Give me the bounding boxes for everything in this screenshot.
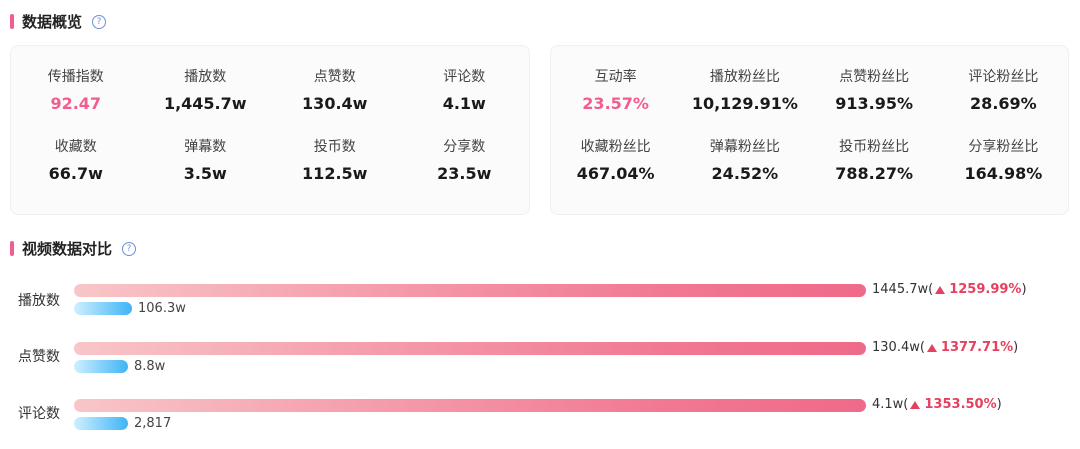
triangle-up-icon xyxy=(926,343,937,352)
metric-label: 评论粉丝比 xyxy=(968,68,1039,85)
increase-badge: 1353.50% xyxy=(908,397,997,412)
metric-label: 收藏粉丝比 xyxy=(580,138,651,155)
metric-tile: 评论粉丝比 28.69% xyxy=(939,54,1068,124)
metric-value: 4.1w xyxy=(442,93,486,113)
metric-value: 28.69% xyxy=(970,93,1037,113)
reference-bar[interactable] xyxy=(74,417,128,430)
metric-value: 1,445.7w xyxy=(163,93,247,113)
compare-row-plays: 播放数 1445.7w( 1259.99% ) 106.3w xyxy=(0,282,1080,334)
metric-value: 23.57% xyxy=(582,93,649,113)
metric-value: 913.95% xyxy=(835,93,914,113)
metric-value: 24.52% xyxy=(711,163,779,183)
metric-label: 投币粉丝比 xyxy=(839,138,910,155)
metric-label: 弹幕粉丝比 xyxy=(709,138,780,155)
overview-card-ratios: 互动率 23.57% 播放粉丝比 10,129.91% 点赞粉丝比 913.95% 评论粉丝… xyxy=(550,45,1069,215)
metric-label: 评论数 xyxy=(443,68,486,85)
close-paren: ) xyxy=(1013,340,1019,355)
metric-label: 互动率 xyxy=(594,68,637,85)
help-icon[interactable]: ? xyxy=(92,14,107,29)
increase-percent: 1353.50% xyxy=(924,397,997,412)
increase-percent: 1259.99% xyxy=(949,282,1022,297)
metric-tile: 播放数 1,445.7w xyxy=(141,54,271,124)
metric-label: 点赞粉丝比 xyxy=(839,68,910,85)
metric-tile: 点赞粉丝比 913.95% xyxy=(810,54,939,124)
metric-tile: 收藏粉丝比 467.04% xyxy=(551,124,680,194)
metric-tile: 投币粉丝比 788.27% xyxy=(810,124,939,194)
overview-title: 数据概览 ? xyxy=(10,11,107,32)
metric-value: 66.7w xyxy=(48,163,103,183)
reference-value: 2,817 xyxy=(134,416,172,431)
compare-title-text: 视频数据对比 xyxy=(22,240,113,258)
current-value-text: 1445.7w( xyxy=(872,282,934,297)
metric-label: 分享粉丝比 xyxy=(968,138,1039,155)
metric-tile: 互动率 23.57% xyxy=(551,54,680,124)
row-label: 评论数 xyxy=(18,406,60,422)
metric-value: 92.47 xyxy=(50,93,102,113)
current-value: 4.1w( 1353.50% ) xyxy=(872,397,1002,412)
current-value-text: 4.1w( xyxy=(872,397,909,412)
overview-title-text: 数据概览 xyxy=(22,13,83,31)
metric-value: 130.4w xyxy=(302,93,368,113)
compare-title: 视频数据对比 ? xyxy=(10,238,137,259)
overview-card-counts: 传播指数 92.47 播放数 1,445.7w 点赞数 130.4w 评论数 4.1w 收藏数 6… xyxy=(10,45,530,215)
metric-tile: 投币数 112.5w xyxy=(270,124,400,194)
metric-label: 弹幕数 xyxy=(184,138,227,155)
title-accent-bar xyxy=(10,241,14,256)
reference-bar[interactable] xyxy=(74,360,128,373)
reference-value: 8.8w xyxy=(134,359,166,374)
metric-label: 播放粉丝比 xyxy=(709,68,780,85)
row-label: 点赞数 xyxy=(18,349,60,365)
metric-value: 788.27% xyxy=(835,163,914,183)
metric-label: 点赞数 xyxy=(313,68,356,85)
current-video-bar[interactable] xyxy=(74,342,866,355)
metric-tile: 评论数 4.1w xyxy=(400,54,530,124)
close-paren: ) xyxy=(996,397,1002,412)
current-video-bar[interactable] xyxy=(74,284,866,297)
reference-bar[interactable] xyxy=(74,302,132,315)
metric-tile: 分享粉丝比 164.98% xyxy=(939,124,1068,194)
metric-value: 23.5w xyxy=(437,163,492,183)
metric-value: 10,129.91% xyxy=(691,93,798,113)
metric-tile: 播放粉丝比 10,129.91% xyxy=(680,54,809,124)
metric-label: 播放数 xyxy=(184,68,227,85)
row-label: 播放数 xyxy=(18,293,60,309)
metric-label: 传播指数 xyxy=(47,68,104,85)
metric-tile: 点赞数 130.4w xyxy=(270,54,400,124)
metric-value: 112.5w xyxy=(302,163,368,183)
triangle-up-icon xyxy=(910,400,921,409)
metric-label: 投币数 xyxy=(313,138,356,155)
metric-label: 收藏数 xyxy=(54,138,97,155)
current-value-text: 130.4w( xyxy=(872,340,925,355)
compare-row-likes: 点赞数 130.4w( 1377.71% ) 8.8w xyxy=(0,340,1080,392)
triangle-up-icon xyxy=(935,285,946,294)
current-video-bar[interactable] xyxy=(74,399,866,412)
title-accent-bar xyxy=(10,14,14,29)
current-value: 1445.7w( 1259.99% ) xyxy=(872,282,1027,297)
help-icon[interactable]: ? xyxy=(122,241,137,256)
metric-tile: 弹幕粉丝比 24.52% xyxy=(680,124,809,194)
metric-value: 3.5w xyxy=(183,163,227,183)
current-value: 130.4w( 1377.71% ) xyxy=(872,340,1018,355)
metric-label: 分享数 xyxy=(443,138,486,155)
metric-value: 164.98% xyxy=(964,163,1043,183)
compare-row-comments: 评论数 4.1w( 1353.50% ) 2,817 xyxy=(0,397,1080,449)
metric-tile: 传播指数 92.47 xyxy=(11,54,141,124)
close-paren: ) xyxy=(1021,282,1027,297)
metric-tile: 分享数 23.5w xyxy=(400,124,530,194)
metric-tile: 弹幕数 3.5w xyxy=(141,124,271,194)
metric-tile: 收藏数 66.7w xyxy=(11,124,141,194)
increase-badge: 1377.71% xyxy=(925,340,1013,355)
metric-value: 467.04% xyxy=(576,163,655,183)
reference-value: 106.3w xyxy=(138,301,186,316)
increase-percent: 1377.71% xyxy=(940,340,1014,355)
increase-badge: 1259.99% xyxy=(933,282,1021,297)
